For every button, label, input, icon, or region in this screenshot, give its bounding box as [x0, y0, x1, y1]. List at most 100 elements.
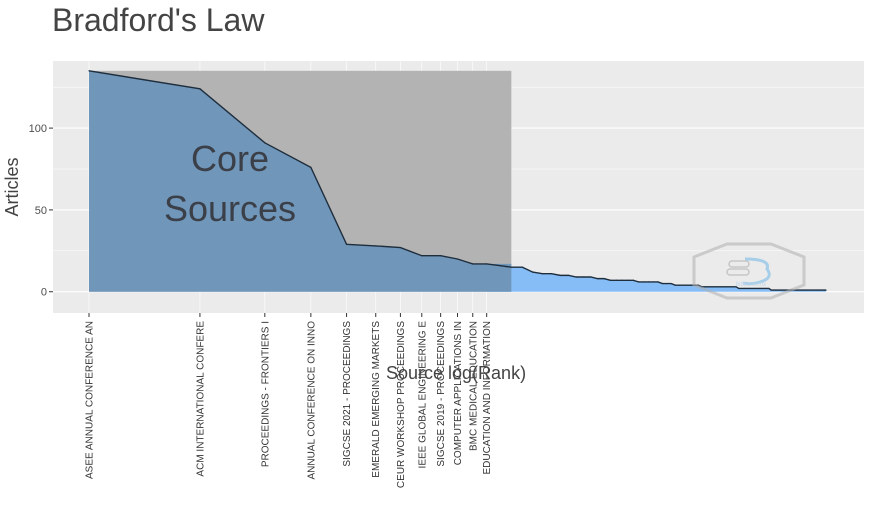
- x-axis: ASEE ANNUAL CONFERENCE AN ACM INTERNATION…: [85, 313, 493, 488]
- y-axis-title: Articles: [2, 157, 22, 216]
- data-point: [632, 279, 634, 281]
- series-line: [88, 70, 826, 291]
- data-point: [763, 287, 765, 290]
- data-point: [532, 271, 534, 273]
- x-tick-label: EMERALD EMERGING MARKETS: [371, 321, 382, 478]
- data-point: [726, 286, 728, 288]
- tail-area: [486, 263, 826, 292]
- data-point: [772, 289, 775, 291]
- x-tick-label: ASEE ANNUAL CONFERENCE AN: [85, 321, 96, 479]
- chart-title: Bradford's Law: [52, 2, 265, 38]
- data-point: [815, 289, 817, 291]
- data-point: [498, 264, 501, 267]
- watermark-logo: bibliometrix: [692, 242, 806, 300]
- data-point: [199, 88, 201, 90]
- data-point: [806, 289, 808, 291]
- data-point: [670, 282, 672, 285]
- data-point: [779, 289, 781, 291]
- data-point: [375, 245, 377, 247]
- data-point: [345, 243, 348, 245]
- data-point: [690, 284, 692, 286]
- data-point: [729, 286, 731, 288]
- data-point: [803, 289, 805, 291]
- data-point: [783, 289, 785, 291]
- data-point: [797, 289, 799, 291]
- watermark-bar: [728, 260, 750, 268]
- data-point: [674, 284, 676, 286]
- data-point: [666, 282, 668, 285]
- data-point: [723, 286, 725, 288]
- data-point: [510, 266, 512, 268]
- data-point: [310, 166, 312, 168]
- data-point: [810, 289, 812, 291]
- data-point: [758, 287, 761, 290]
- x-tick-label: EDUCATION AND INFORMATION: [482, 321, 493, 475]
- core-label-line1: Core: [191, 138, 269, 179]
- x-tick-label: ACM INTERNATIONAL CONFERE: [195, 321, 206, 477]
- data-point: [768, 287, 770, 290]
- data-point: [748, 287, 751, 290]
- data-point: [704, 286, 706, 288]
- data-point: [440, 255, 442, 257]
- x-tick-label: COMPUTER APPLICATIONS IN: [453, 321, 464, 465]
- data-point: [472, 263, 474, 265]
- data-point: [813, 289, 815, 291]
- data-point: [818, 289, 821, 291]
- x-tick-label: BMC MEDICAL EDUCATION: [468, 321, 479, 451]
- data-point: [597, 278, 599, 280]
- data-point: [456, 258, 459, 260]
- data-point: [822, 289, 824, 291]
- data-point: [714, 286, 716, 288]
- data-point: [720, 286, 722, 288]
- data-point: [686, 284, 688, 286]
- data-point: [740, 287, 743, 290]
- data-point: [732, 286, 734, 288]
- data-point: [567, 274, 570, 276]
- y-axis: 0 50 100: [29, 123, 53, 299]
- data-point: [583, 276, 585, 278]
- data-point: [817, 289, 819, 291]
- watermark-b-glyph: [742, 257, 771, 286]
- data-point: [647, 281, 650, 283]
- data-point: [621, 279, 623, 281]
- x-tick-label: SIGCSE 2019 - PROCEEDINGS: [436, 321, 447, 467]
- data-point: [399, 246, 402, 249]
- data-point: [801, 289, 803, 291]
- data-point: [799, 289, 801, 291]
- data-point: [775, 289, 777, 291]
- x-tick-label: ANNUAL CONFERENCE ON INNO: [306, 321, 317, 480]
- x-tick-label: CEUR WORKSHOP PROCEEDINGS: [396, 321, 407, 488]
- data-point: [657, 281, 659, 283]
- data-point: [753, 287, 756, 290]
- x-axis-title: Source log(Rank): [386, 363, 526, 383]
- data-point: [711, 286, 713, 288]
- data-point: [652, 281, 654, 283]
- data-point: [678, 284, 680, 286]
- data-point: [746, 287, 748, 290]
- data-point: [682, 284, 684, 286]
- data-point: [661, 282, 664, 285]
- data-point: [707, 286, 710, 288]
- data-point: [609, 279, 612, 281]
- data-point: [823, 289, 825, 291]
- x-tick-label: SIGCSE 2021 - PROCEEDINGS: [342, 321, 353, 467]
- data-point: [615, 279, 618, 281]
- data-point: [486, 263, 488, 265]
- watermark-bar: [726, 268, 750, 276]
- data-point: [717, 286, 719, 288]
- data-point: [812, 289, 814, 291]
- data-point: [781, 289, 783, 291]
- data-point: [766, 287, 768, 290]
- data-point: [808, 289, 810, 291]
- data-point: [738, 287, 740, 290]
- watermark-hexagon: [692, 242, 806, 300]
- data-point: [637, 281, 640, 283]
- data-point: [575, 276, 577, 278]
- data-point: [521, 266, 523, 268]
- data-point: [550, 273, 553, 275]
- x-tick-label: IEEE GLOBAL ENGINEERING E: [417, 321, 428, 469]
- data-point: [590, 276, 592, 278]
- data-point: [643, 281, 645, 283]
- data-point: [541, 273, 544, 275]
- data-point: [559, 274, 561, 276]
